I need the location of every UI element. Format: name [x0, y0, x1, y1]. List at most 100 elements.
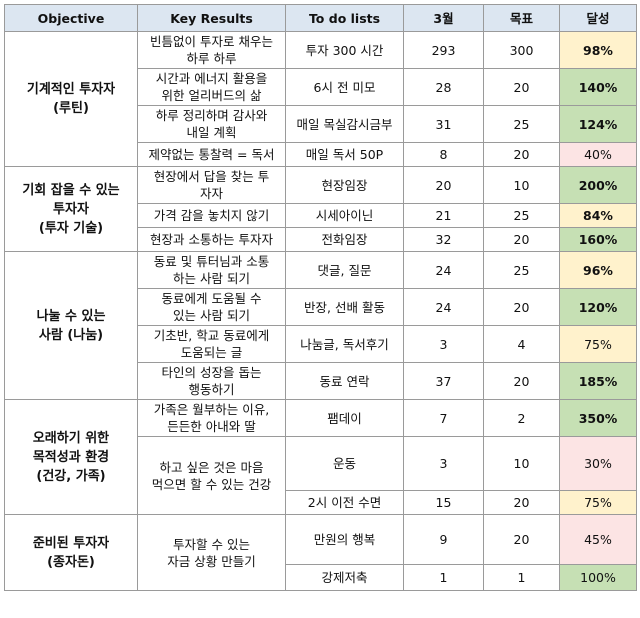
key-result-cell: 동료에게 도움될 수 있는 사람 되기	[137, 288, 286, 326]
month-cell: 293	[403, 31, 484, 69]
target-cell: 25	[483, 105, 560, 143]
month-cell: 1	[403, 564, 484, 591]
objective-cell: 준비된 투자자 (종자돈)	[4, 514, 138, 591]
target-cell: 2	[483, 399, 560, 437]
objective-cell: 기회 잡을 수 있는 투자자 (투자 기술)	[4, 166, 138, 252]
achievement-cell: 350%	[559, 399, 637, 437]
achievement-cell: 45%	[559, 514, 637, 565]
key-result-cell: 현장과 소통하는 투자자	[137, 227, 286, 252]
key-result-cell: 제약없는 통찰력 = 독서	[137, 142, 286, 167]
header-achievement: 달성	[559, 4, 637, 32]
target-cell: 20	[483, 288, 560, 326]
table-row: 현장과 소통하는 투자자 전화임장 32 20 160%	[5, 227, 637, 252]
todo-cell: 전화임장	[285, 227, 404, 252]
achievement-cell: 124%	[559, 105, 637, 143]
target-cell: 20	[483, 68, 560, 106]
header-target: 목표	[483, 4, 560, 32]
todo-cell: 댓글, 질문	[285, 251, 404, 289]
achievement-cell: 140%	[559, 68, 637, 106]
achievement-cell: 98%	[559, 31, 637, 69]
target-cell: 300	[483, 31, 560, 69]
target-cell: 20	[483, 227, 560, 252]
month-cell: 15	[403, 490, 484, 515]
todo-cell: 매일 목실감시금부	[285, 105, 404, 143]
key-result-cell: 가족은 월부하는 이유, 든든한 아내와 딸	[137, 399, 286, 437]
achievement-cell: 84%	[559, 203, 637, 228]
objective-cell: 오래하기 위한 목적성과 환경 (건강, 가족)	[4, 399, 138, 515]
todo-cell: 반장, 선배 활동	[285, 288, 404, 326]
target-cell: 4	[483, 325, 560, 363]
achievement-cell: 96%	[559, 251, 637, 289]
month-cell: 21	[403, 203, 484, 228]
todo-cell: 만원의 행복	[285, 514, 404, 565]
month-cell: 7	[403, 399, 484, 437]
month-cell: 24	[403, 251, 484, 289]
target-cell: 20	[483, 362, 560, 400]
key-result-cell: 시간과 에너지 활용을 위한 얼리버드의 삶	[137, 68, 286, 106]
month-cell: 32	[403, 227, 484, 252]
target-cell: 1	[483, 564, 560, 591]
todo-cell: 팸데이	[285, 399, 404, 437]
month-cell: 37	[403, 362, 484, 400]
todo-cell: 운동	[285, 436, 404, 491]
header-key-results: Key Results	[137, 4, 286, 32]
header-row: Objective Key Results To do lists 3월 목표 …	[4, 4, 637, 32]
table-row: 준비된 투자자 (종자돈) 투자할 수 있는 자금 상황 만들기 만원의 행복 …	[4, 514, 637, 591]
table-row: 기초반, 학교 동료에게 도움되는 글 나눔글, 독서후기 3 4 75%	[5, 325, 637, 363]
target-cell: 25	[483, 203, 560, 228]
month-cell: 9	[403, 514, 484, 565]
achievement-cell: 30%	[559, 436, 637, 491]
key-result-cell: 하루 정리하며 감사와 내일 계획	[137, 105, 286, 143]
target-cell: 25	[483, 251, 560, 289]
achievement-cell: 185%	[559, 362, 637, 400]
key-result-cell: 가격 감을 놓치지 않기	[137, 203, 286, 228]
target-cell: 10	[483, 436, 560, 491]
table-row: 제약없는 통찰력 = 독서 매일 독서 50P 8 20 40%	[5, 142, 637, 167]
target-cell: 20	[483, 490, 560, 515]
achievement-cell: 75%	[559, 490, 637, 515]
table-row: 가격 감을 놓치지 않기 시세아이닌 21 25 84%	[5, 203, 637, 228]
achievement-cell: 200%	[559, 166, 637, 204]
achievement-cell: 120%	[559, 288, 637, 326]
header-objective: Objective	[4, 4, 138, 32]
table-row: 기회 잡을 수 있는 투자자 (투자 기술) 현장에서 답을 찾는 투 자자 현…	[4, 166, 637, 252]
achievement-cell: 160%	[559, 227, 637, 252]
table-row: 기계적인 투자자 (루틴) 빈틈없이 투자로 채우는 하루 하루 투자 300 …	[4, 31, 637, 167]
todo-cell: 시세아이닌	[285, 203, 404, 228]
month-cell: 31	[403, 105, 484, 143]
key-result-cell: 현장에서 답을 찾는 투 자자	[137, 166, 286, 204]
month-cell: 3	[403, 325, 484, 363]
month-cell: 20	[403, 166, 484, 204]
objective-cell: 나눌 수 있는 사람 (나눔)	[4, 251, 138, 400]
todo-cell: 현장임장	[285, 166, 404, 204]
table-row: 동료에게 도움될 수 있는 사람 되기 반장, 선배 활동 24 20 120%	[5, 288, 637, 326]
objective-cell: 기계적인 투자자 (루틴)	[4, 31, 138, 167]
header-todo-lists: To do lists	[285, 4, 404, 32]
table-row: 강제저축 1 1 100%	[5, 564, 637, 591]
achievement-cell: 40%	[559, 142, 637, 167]
achievement-cell: 75%	[559, 325, 637, 363]
target-cell: 10	[483, 166, 560, 204]
todo-cell: 2시 이전 수면	[285, 490, 404, 515]
key-result-cell: 동료 및 튜터님과 소통 하는 사람 되기	[137, 251, 286, 289]
table-row: 나눌 수 있는 사람 (나눔) 동료 및 튜터님과 소통 하는 사람 되기 댓글…	[4, 251, 637, 400]
todo-cell: 매일 독서 50P	[285, 142, 404, 167]
key-result-cell: 기초반, 학교 동료에게 도움되는 글	[137, 325, 286, 363]
header-month: 3월	[403, 4, 484, 32]
target-cell: 20	[483, 514, 560, 565]
month-cell: 24	[403, 288, 484, 326]
todo-cell: 동료 연락	[285, 362, 404, 400]
month-cell: 28	[403, 68, 484, 106]
key-result-cell: 투자할 수 있는 자금 상황 만들기	[137, 514, 286, 591]
table-row: 오래하기 위한 목적성과 환경 (건강, 가족) 가족은 월부하는 이유, 든든…	[4, 399, 637, 515]
table-row: 하고 싶은 것은 마음 먹으면 할 수 있는 건강 운동 3 10 30%	[5, 436, 637, 515]
todo-cell: 6시 전 미모	[285, 68, 404, 106]
table-row: 타인의 성장을 돕는 행동하기 동료 연락 37 20 185%	[5, 362, 637, 400]
key-result-cell: 빈틈없이 투자로 채우는 하루 하루	[137, 31, 286, 69]
key-result-cell: 타인의 성장을 돕는 행동하기	[137, 362, 286, 400]
achievement-cell: 100%	[559, 564, 637, 591]
todo-cell: 강제저축	[285, 564, 404, 591]
target-cell: 20	[483, 142, 560, 167]
todo-cell: 투자 300 시간	[285, 31, 404, 69]
todo-cell: 나눔글, 독서후기	[285, 325, 404, 363]
